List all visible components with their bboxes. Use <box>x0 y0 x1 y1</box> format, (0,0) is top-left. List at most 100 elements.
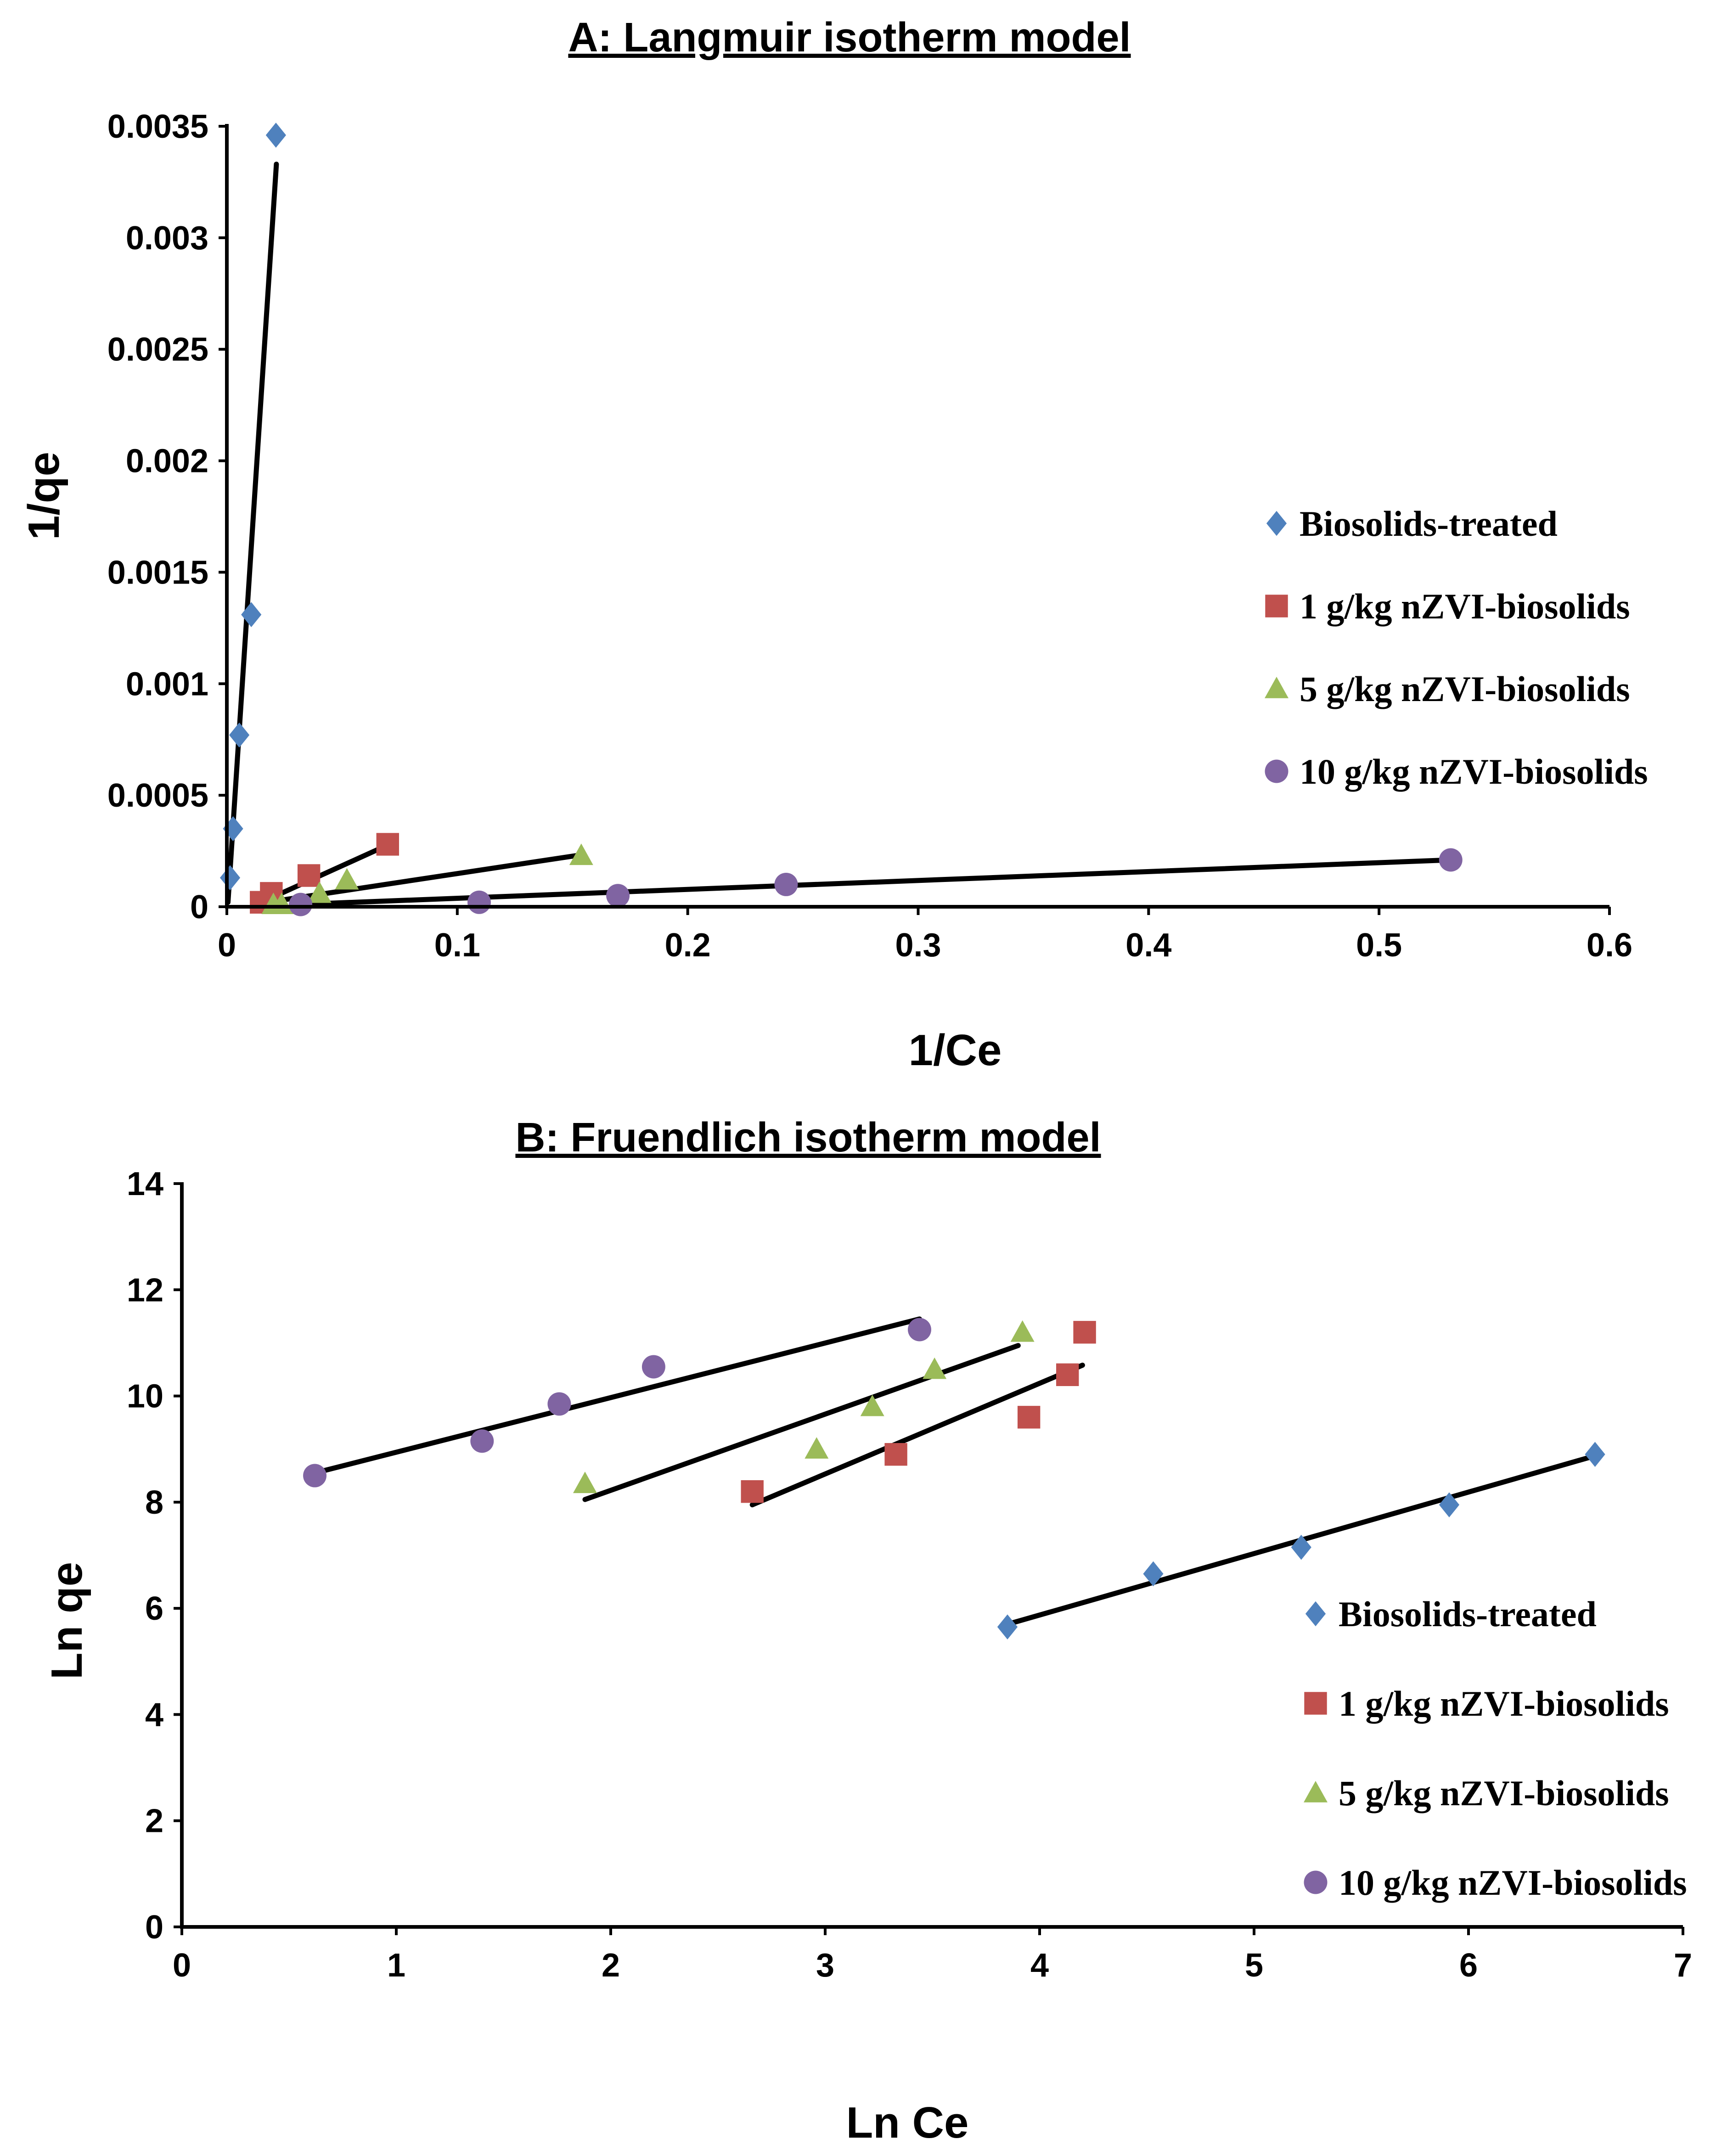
legend-marker <box>1265 677 1288 698</box>
data-point <box>223 816 243 842</box>
y-tick-label: 0.0025 <box>107 331 208 368</box>
panel-a-fit-lines <box>225 162 1453 907</box>
data-point <box>569 843 593 865</box>
fit-line <box>582 1343 1021 1502</box>
data-point <box>1585 1442 1605 1467</box>
data-point <box>884 1443 907 1466</box>
x-tick-label: 7 <box>1674 1947 1692 1984</box>
panel-b-freundlich: B: Fruendlich isotherm model Ln qe Ln Ce… <box>42 1115 1692 2147</box>
x-tick-label: 6 <box>1459 1947 1478 1984</box>
x-tick-label: 0 <box>218 927 236 964</box>
panel-b-y-axis-title: Ln qe <box>42 1562 91 1679</box>
y-tick-label: 12 <box>127 1272 163 1308</box>
panel-a-data-points <box>219 123 1463 916</box>
x-tick-label: 0 <box>173 1947 191 1984</box>
legend-marker <box>1265 759 1288 783</box>
data-point <box>470 1429 494 1453</box>
x-tick-label: 0.3 <box>895 927 941 964</box>
data-point <box>1291 1534 1311 1560</box>
legend-marker <box>1304 1781 1328 1802</box>
data-point <box>573 1471 597 1493</box>
panel-b-data-points <box>303 1318 1605 1639</box>
panel-b-title: B: Fruendlich isotherm model <box>515 1115 1101 1161</box>
panel-b-fit-lines <box>312 1316 1593 1627</box>
panel-a-ticks: 0 0.1 0.2 0.3 0.4 0.5 0.6 0 0.0005 0.001 0.0015 0.0… <box>107 108 1632 964</box>
fit-line <box>225 162 279 905</box>
y-tick-label: 0.001 <box>126 666 208 702</box>
data-point <box>1010 1320 1035 1342</box>
y-tick-label: 0.003 <box>126 220 208 257</box>
legend-marker <box>1304 1692 1327 1715</box>
x-tick-label: 0.1 <box>434 927 480 964</box>
data-point <box>270 893 294 914</box>
panel-b-x-axis-title: Ln Ce <box>846 2098 969 2147</box>
y-tick-label: 0.0005 <box>107 777 208 814</box>
y-tick-label: 0 <box>190 889 208 926</box>
x-tick-label: 0.6 <box>1587 927 1632 964</box>
panel-b-legend: Biosolids-treated 1 g/kg nZVI-biosolids 5 … <box>1304 1594 1687 1903</box>
data-point <box>805 1437 829 1459</box>
data-point <box>307 881 332 903</box>
x-tick-label: 0.2 <box>665 927 711 964</box>
data-point <box>997 1614 1018 1639</box>
x-tick-label: 0.5 <box>1356 927 1402 964</box>
panel-a-langmuir: A: Langmuir isotherm model 1/qe 1/Ce 0 0.… <box>19 15 1648 1075</box>
x-tick-label: 4 <box>1030 1947 1049 1984</box>
legend-label: 5 g/kg nZVI-biosolids <box>1339 1773 1669 1813</box>
y-tick-label: 6 <box>145 1590 163 1627</box>
legend-label: 10 g/kg nZVI-biosolids <box>1300 752 1648 792</box>
data-point <box>547 1392 571 1416</box>
data-point <box>606 884 630 908</box>
panel-a-x-axis-title: 1/Ce <box>909 1026 1002 1075</box>
data-point <box>297 864 321 887</box>
data-point <box>774 872 798 896</box>
legend-label: 5 g/kg nZVI-biosolids <box>1300 669 1630 709</box>
fit-line <box>259 842 392 905</box>
fit-line <box>749 1362 1085 1508</box>
data-point <box>289 893 313 916</box>
panel-a-y-axis-title: 1/qe <box>19 452 68 540</box>
fit-line <box>312 1316 922 1476</box>
data-point <box>1017 1406 1041 1429</box>
data-point <box>265 123 286 148</box>
y-tick-label: 0.0015 <box>107 554 208 591</box>
y-tick-label: 10 <box>127 1378 163 1415</box>
data-point <box>335 868 359 890</box>
legend-label: Biosolids-treated <box>1339 1594 1597 1634</box>
x-tick-label: 5 <box>1245 1947 1263 1984</box>
y-tick-label: 0.0035 <box>107 108 208 145</box>
data-point <box>1143 1561 1164 1587</box>
data-point <box>1056 1363 1079 1387</box>
y-tick-label: 4 <box>145 1696 163 1733</box>
x-tick-label: 3 <box>816 1947 834 1984</box>
data-point <box>1439 1492 1460 1517</box>
legend-marker <box>1305 1601 1326 1627</box>
panel-a-title: A: Langmuir isotherm model <box>568 15 1131 61</box>
y-tick-label: 0 <box>145 1909 163 1946</box>
legend-label: Biosolids-treated <box>1300 504 1558 544</box>
data-point <box>467 890 491 914</box>
x-tick-label: 1 <box>387 1947 405 1984</box>
data-point <box>303 1464 327 1488</box>
legend-marker <box>1266 511 1287 536</box>
data-point <box>1073 1321 1096 1344</box>
x-tick-label: 2 <box>602 1947 620 1984</box>
y-tick-label: 0.002 <box>126 443 208 480</box>
data-point <box>923 1357 947 1379</box>
data-point <box>229 722 250 748</box>
legend-label: 1 g/kg nZVI-biosolids <box>1339 1684 1669 1724</box>
data-point <box>1439 848 1463 872</box>
x-tick-label: 0.4 <box>1125 927 1171 964</box>
legend-label: 1 g/kg nZVI-biosolids <box>1300 586 1630 626</box>
panel-a-legend: Biosolids-treated 1 g/kg nZVI-biosolids 5 … <box>1265 504 1648 792</box>
legend-label: 10 g/kg nZVI-biosolids <box>1339 1863 1687 1903</box>
y-tick-label: 8 <box>145 1484 163 1521</box>
data-point <box>241 602 262 628</box>
data-point <box>641 1355 665 1379</box>
legend-marker <box>1304 1870 1328 1894</box>
data-point <box>908 1318 931 1342</box>
data-point <box>741 1480 764 1503</box>
legend-marker <box>1265 595 1288 618</box>
